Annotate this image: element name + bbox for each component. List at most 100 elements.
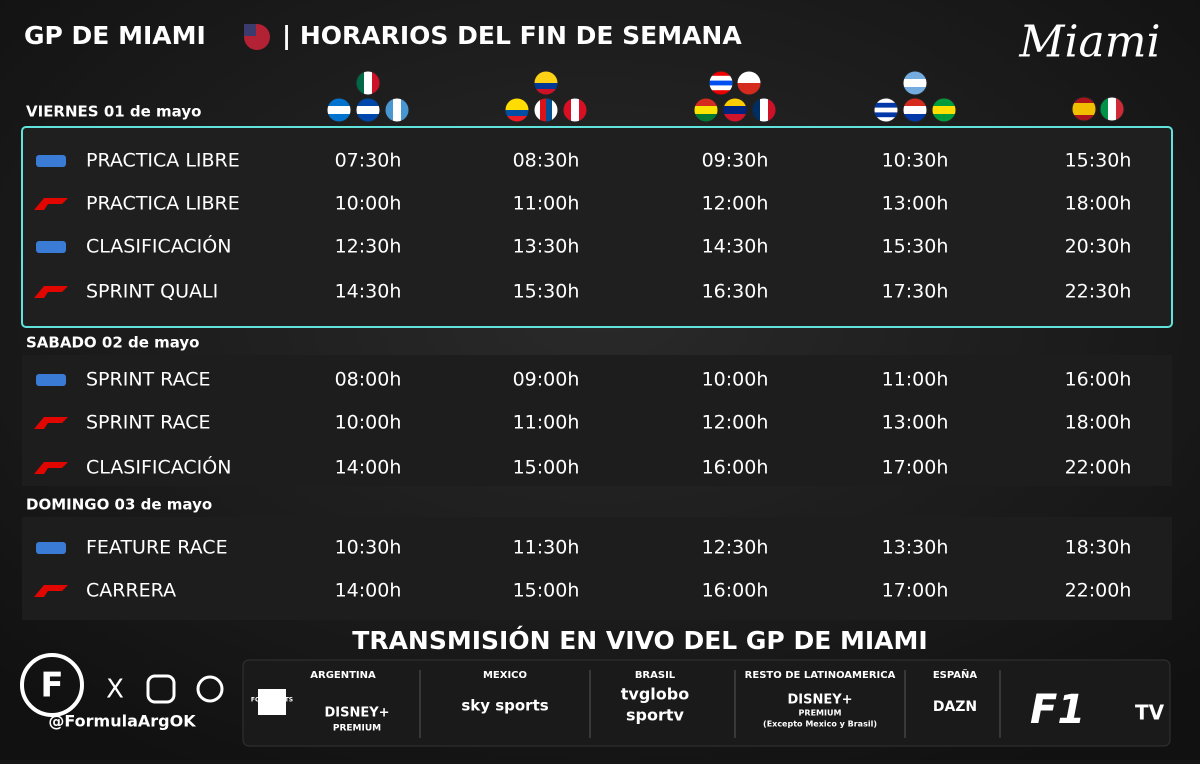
flag-stripe	[327, 114, 351, 122]
flag-stripe	[1072, 109, 1096, 116]
channel-box	[258, 689, 286, 715]
flag-stripe	[1100, 97, 1109, 121]
session-time: 17:00h	[882, 457, 949, 479]
flag	[903, 98, 927, 122]
session-time: 22:00h	[1065, 580, 1132, 602]
day-label: SABADO 02 de mayo	[26, 334, 199, 352]
flag-rim	[708, 70, 734, 96]
flag-stripe	[694, 98, 718, 107]
flag-stripe	[709, 71, 733, 77]
region-label: ESPAÑA	[933, 668, 978, 681]
flag-stripe	[737, 83, 761, 95]
flag-stripe	[874, 98, 898, 104]
flag	[709, 71, 733, 95]
session-time: 09:00h	[513, 369, 580, 391]
flag-stripe	[1072, 115, 1096, 121]
flag-stripe	[723, 114, 747, 122]
channel: DAZN	[933, 699, 977, 715]
session-time: 10:00h	[335, 193, 402, 215]
f2-icon	[36, 374, 66, 386]
session-time: 20:30h	[1065, 236, 1132, 258]
title: GP DE MIAMI	[24, 21, 206, 50]
flag-stripe	[356, 106, 380, 115]
flag	[1100, 97, 1124, 121]
session-time: 17:00h	[882, 580, 949, 602]
session-time: 10:30h	[335, 537, 402, 559]
session-time: 15:00h	[513, 580, 580, 602]
session-time: 10:00h	[335, 412, 402, 434]
flag-stripe	[563, 98, 572, 122]
session-time: 10:00h	[702, 369, 769, 391]
flag-rim	[1071, 96, 1097, 122]
flag-stripe	[752, 98, 761, 122]
flag-stripe	[874, 112, 898, 118]
brand: Miami	[1018, 17, 1160, 68]
f2-icon	[36, 542, 66, 554]
flag	[932, 98, 956, 122]
session-name: CLASIFICACIÓN	[86, 455, 231, 479]
session-time: 11:00h	[882, 369, 949, 391]
session-name: FEATURE RACE	[86, 537, 228, 559]
flag-stripe	[723, 106, 747, 115]
flag-stripe	[534, 83, 558, 90]
flag-stripe	[709, 85, 733, 91]
flag-stripe	[534, 98, 541, 122]
flag-rim	[931, 97, 957, 123]
session-name: SPRINT QUALI	[86, 281, 218, 303]
flag-stripe	[932, 114, 956, 122]
flag-rim	[751, 97, 777, 123]
flag-stripe	[364, 71, 373, 95]
session-time: 07:30h	[335, 150, 402, 172]
flag-stripe	[874, 107, 898, 113]
session-name: CLASIFICACIÓN	[86, 234, 231, 258]
session-time: 16:00h	[702, 580, 769, 602]
session-name: CARRERA	[86, 580, 176, 602]
session-time: 22:30h	[1065, 281, 1132, 303]
instagram-icon	[146, 674, 176, 704]
f1-icon	[34, 585, 68, 597]
session-time: 08:30h	[513, 150, 580, 172]
flag-stripe	[505, 104, 529, 111]
session-name: SPRINT RACE	[86, 369, 211, 391]
flag-stripe	[540, 98, 547, 122]
flag-stripe	[723, 98, 747, 107]
flag-stripe	[903, 71, 927, 80]
flag	[694, 98, 718, 122]
flag-rim	[326, 97, 352, 123]
session-time: 12:30h	[702, 537, 769, 559]
flag	[752, 98, 776, 122]
flag-rim	[873, 97, 899, 123]
f2-icon	[36, 155, 66, 167]
session-time: 14:00h	[335, 457, 402, 479]
flag-stripe	[903, 98, 927, 107]
flag-stripe	[768, 98, 776, 122]
flag	[385, 98, 409, 122]
session-time: 11:30h	[513, 537, 580, 559]
session-time: 13:30h	[882, 537, 949, 559]
session-time: 16:30h	[702, 281, 769, 303]
subtitle: | HORARIOS DEL FIN DE SEMANA	[282, 21, 742, 50]
session-time: 16:00h	[1065, 369, 1132, 391]
flag-stripe	[505, 110, 529, 117]
session-time: 12:00h	[702, 193, 769, 215]
flag-stripe	[932, 98, 956, 107]
channel: (Excepto Mexico y Brasil)	[763, 720, 877, 729]
flag-rim	[504, 97, 530, 123]
flag-rim	[533, 70, 559, 96]
flag	[563, 98, 587, 122]
flag-stripe	[356, 98, 380, 107]
flag-stripe	[571, 98, 580, 122]
handle: @FormulaArgOK	[48, 712, 196, 731]
flag	[874, 98, 898, 122]
flag-stripe	[932, 106, 956, 115]
x-icon: X	[106, 675, 124, 705]
flag-stripe	[903, 106, 927, 115]
flag-stripe	[327, 106, 351, 115]
flag	[356, 71, 380, 95]
session-time: 18:00h	[1065, 412, 1132, 434]
flag-rim	[902, 70, 928, 96]
session-time: 13:00h	[882, 193, 949, 215]
session-name: SPRINT RACE	[86, 412, 211, 434]
flag-stripe	[694, 106, 718, 115]
